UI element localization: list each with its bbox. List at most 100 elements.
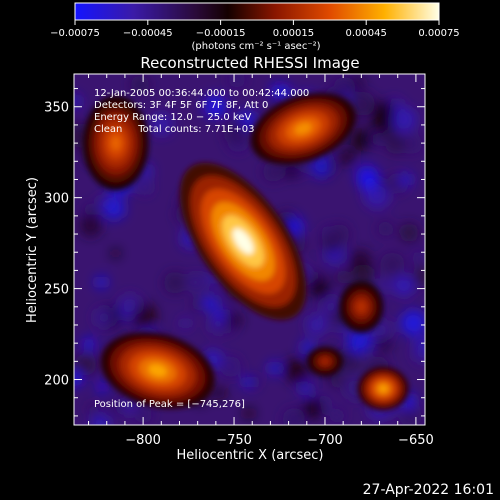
background-patch (401, 133, 423, 155)
peak-position-label: Position of Peak = [−745,276] (94, 399, 245, 410)
background-patch (355, 165, 379, 188)
background-patch (335, 270, 350, 285)
background-patch (202, 294, 219, 312)
background-patch (191, 297, 205, 311)
background-patch (286, 217, 304, 235)
background-patch (228, 74, 246, 88)
background-patch (214, 309, 225, 320)
background-patch (284, 165, 298, 178)
x-axis-ticks: −800 −750 −700 −650 (88, 74, 434, 448)
background-patch (350, 128, 373, 151)
source-contour (357, 302, 365, 312)
footer-timestamp: 27-Apr-2022 16:01 (363, 482, 494, 498)
y-tick-label: 250 (44, 283, 69, 298)
background-patch (242, 407, 255, 420)
x-axis-label: Heliocentric X (arcsec) (177, 448, 324, 463)
background-patch (242, 376, 254, 388)
annotation-clean-counts: Clean Total counts: 7.71E+03 (94, 124, 254, 135)
background-patch (228, 313, 243, 328)
background-patch (90, 414, 111, 425)
source-contour (321, 358, 329, 364)
background-patch (187, 273, 206, 292)
background-patch (87, 403, 100, 416)
y-axis-ticks: 200 250 300 350 (44, 88, 425, 417)
y-tick-label: 350 (44, 101, 69, 116)
colorbar-gradient (74, 2, 440, 21)
background-patch (270, 83, 286, 99)
background-patch (299, 382, 313, 396)
background-patch (391, 107, 417, 133)
colorbar-tick-labels: −0.00075 −0.00045 −0.00015 0.00015 0.00045 0.… (50, 28, 460, 39)
background-patch (223, 119, 250, 146)
background-patch (411, 250, 425, 265)
emission-source (83, 95, 149, 191)
background-patch (103, 197, 126, 220)
source-contour (378, 384, 388, 393)
background-patch (93, 307, 114, 328)
background-patch (138, 181, 152, 196)
background-patch (110, 248, 121, 259)
y-axis-label: Heliocentric Y (arcsec) (25, 177, 40, 323)
background-patch (350, 91, 376, 116)
background-patch (163, 271, 187, 294)
heatmap-image (74, 74, 425, 425)
colorbar-tick-label: −0.00015 (196, 28, 246, 39)
background-patch (321, 234, 342, 255)
background-patch (400, 172, 413, 186)
background-patch (267, 361, 282, 375)
x-tick-label: −800 (125, 433, 161, 448)
background-patch (364, 183, 390, 209)
background-patch (310, 157, 331, 178)
background-patch (381, 128, 398, 145)
background-patch (119, 293, 141, 315)
colorbar: −0.00075 −0.00045 −0.00015 0.00015 0.00045 0.… (50, 2, 460, 52)
colorbar-tick-label: 0.00015 (273, 28, 314, 39)
background-patch (134, 405, 153, 424)
colorbar-tick-label: −0.00045 (123, 28, 173, 39)
background-patch (282, 407, 306, 425)
emission-source (357, 366, 409, 411)
background-patch (347, 328, 372, 354)
y-tick-label: 300 (44, 192, 69, 207)
background-patch (262, 161, 284, 182)
source-contour (148, 364, 168, 377)
emission-source (100, 332, 215, 409)
emission-sources (83, 92, 409, 411)
background-patch (305, 314, 328, 336)
background-patch (330, 408, 345, 424)
background-patch (380, 252, 405, 277)
background-patch (74, 370, 83, 387)
background-patch (371, 132, 385, 147)
background-patch (400, 310, 425, 336)
colorbar-ticks (74, 20, 440, 25)
background-patch (95, 275, 108, 289)
source-contour (110, 135, 122, 151)
background-patch (149, 112, 173, 136)
colorbar-tick-label: 0.00075 (418, 28, 459, 39)
background-patch (376, 278, 391, 293)
colorbar-unit-label: (photons cm⁻² s⁻¹ asec⁻²) (191, 41, 320, 52)
background-patch (130, 75, 150, 95)
x-tick-label: −700 (307, 433, 343, 448)
emission-source (339, 281, 384, 333)
x-tick-label: −750 (216, 433, 252, 448)
y-tick-label: 200 (44, 374, 69, 389)
background-patch (283, 357, 309, 383)
x-tick-label: −650 (398, 433, 434, 448)
background-patch (119, 397, 138, 416)
background-patch (300, 340, 316, 355)
background-patch (302, 398, 324, 420)
background-patch (203, 94, 227, 118)
background-patch (96, 381, 108, 393)
annotation-block: 12-Jan-2005 00:36:44.000 to 00:42:44.000… (94, 88, 309, 135)
background-patch (82, 337, 96, 351)
background-patch (309, 278, 330, 299)
background-patch (412, 342, 425, 364)
annotation-energy-range: Energy Range: 12.0 − 25.0 keV (94, 112, 251, 123)
background-patch (377, 221, 394, 237)
annotation-detectors: Detectors: 3F 4F 5F 6F 7F 8F, Att 0 (94, 100, 268, 111)
background-patch (208, 317, 225, 334)
colorbar-tick-label: −0.00075 (50, 28, 100, 39)
chart-title: Reconstructed RHESSI Image (140, 54, 359, 72)
